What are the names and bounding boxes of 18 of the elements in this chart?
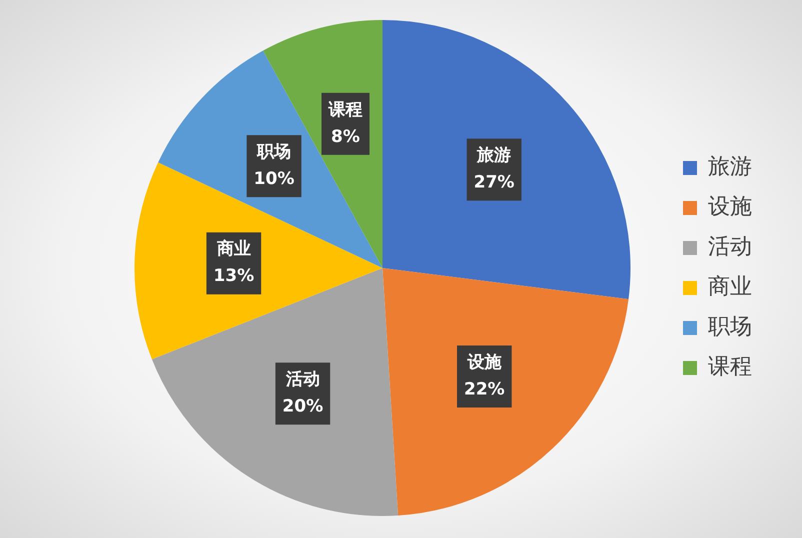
slice-label: 旅游 <box>476 146 512 166</box>
legend-label: 活动 <box>708 234 752 260</box>
slice-label: 课程 <box>327 100 362 120</box>
legend-label: 商业 <box>708 274 752 300</box>
legend-label: 职场 <box>708 314 752 340</box>
slice-label: 职场 <box>256 142 292 162</box>
slice-label: 活动 <box>284 370 320 390</box>
legend-label: 设施 <box>708 194 752 220</box>
slice-label: 设施 <box>466 352 502 372</box>
data-label: 27% <box>474 172 514 193</box>
legend-label: 课程 <box>708 354 752 380</box>
data-label: 13% <box>213 266 254 286</box>
data-label: 20% <box>282 396 324 417</box>
data-label: 8% <box>331 126 360 147</box>
slice-label: 商业 <box>216 239 251 260</box>
legend-label: 旅游 <box>708 154 752 180</box>
data-label: 10% <box>254 169 294 190</box>
data-label: 22% <box>464 379 505 400</box>
